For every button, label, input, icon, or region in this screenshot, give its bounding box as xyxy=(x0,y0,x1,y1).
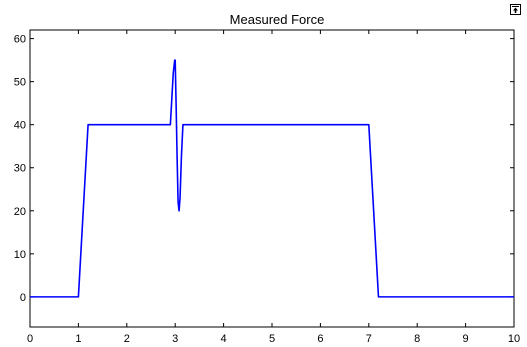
x-tick-label: 4 xyxy=(221,333,227,345)
y-axis: 0 10 20 30 40 50 60 xyxy=(14,34,514,304)
plot-area xyxy=(29,29,515,328)
x-tick-label: 2 xyxy=(124,333,130,345)
x-tick-label: 5 xyxy=(269,333,275,345)
x-tick-label: 8 xyxy=(414,333,420,345)
x-tick-label: 3 xyxy=(172,333,178,345)
x-tick-label: 7 xyxy=(366,333,372,345)
x-tick-label: 0 xyxy=(27,333,33,345)
y-tick-label: 60 xyxy=(14,34,26,46)
series-line-force xyxy=(30,59,514,298)
x-axis: 0 1 2 3 4 5 6 7 8 9 10 xyxy=(27,30,520,345)
x-tick-label: 6 xyxy=(317,333,323,345)
y-tick-label: 20 xyxy=(14,206,26,218)
x-tick-label: 9 xyxy=(463,333,469,345)
y-tick-label: 10 xyxy=(14,249,26,261)
x-tick-label: 1 xyxy=(75,333,81,345)
undock-figure-icon[interactable] xyxy=(510,4,521,15)
y-tick-label: 30 xyxy=(14,163,26,175)
x-tick-label: 10 xyxy=(508,333,520,345)
chart-title: Measured Force xyxy=(230,12,325,27)
y-tick-label: 0 xyxy=(20,292,26,304)
series-layer xyxy=(30,59,514,298)
y-tick-label: 40 xyxy=(14,120,26,132)
y-tick-label: 50 xyxy=(14,77,26,89)
